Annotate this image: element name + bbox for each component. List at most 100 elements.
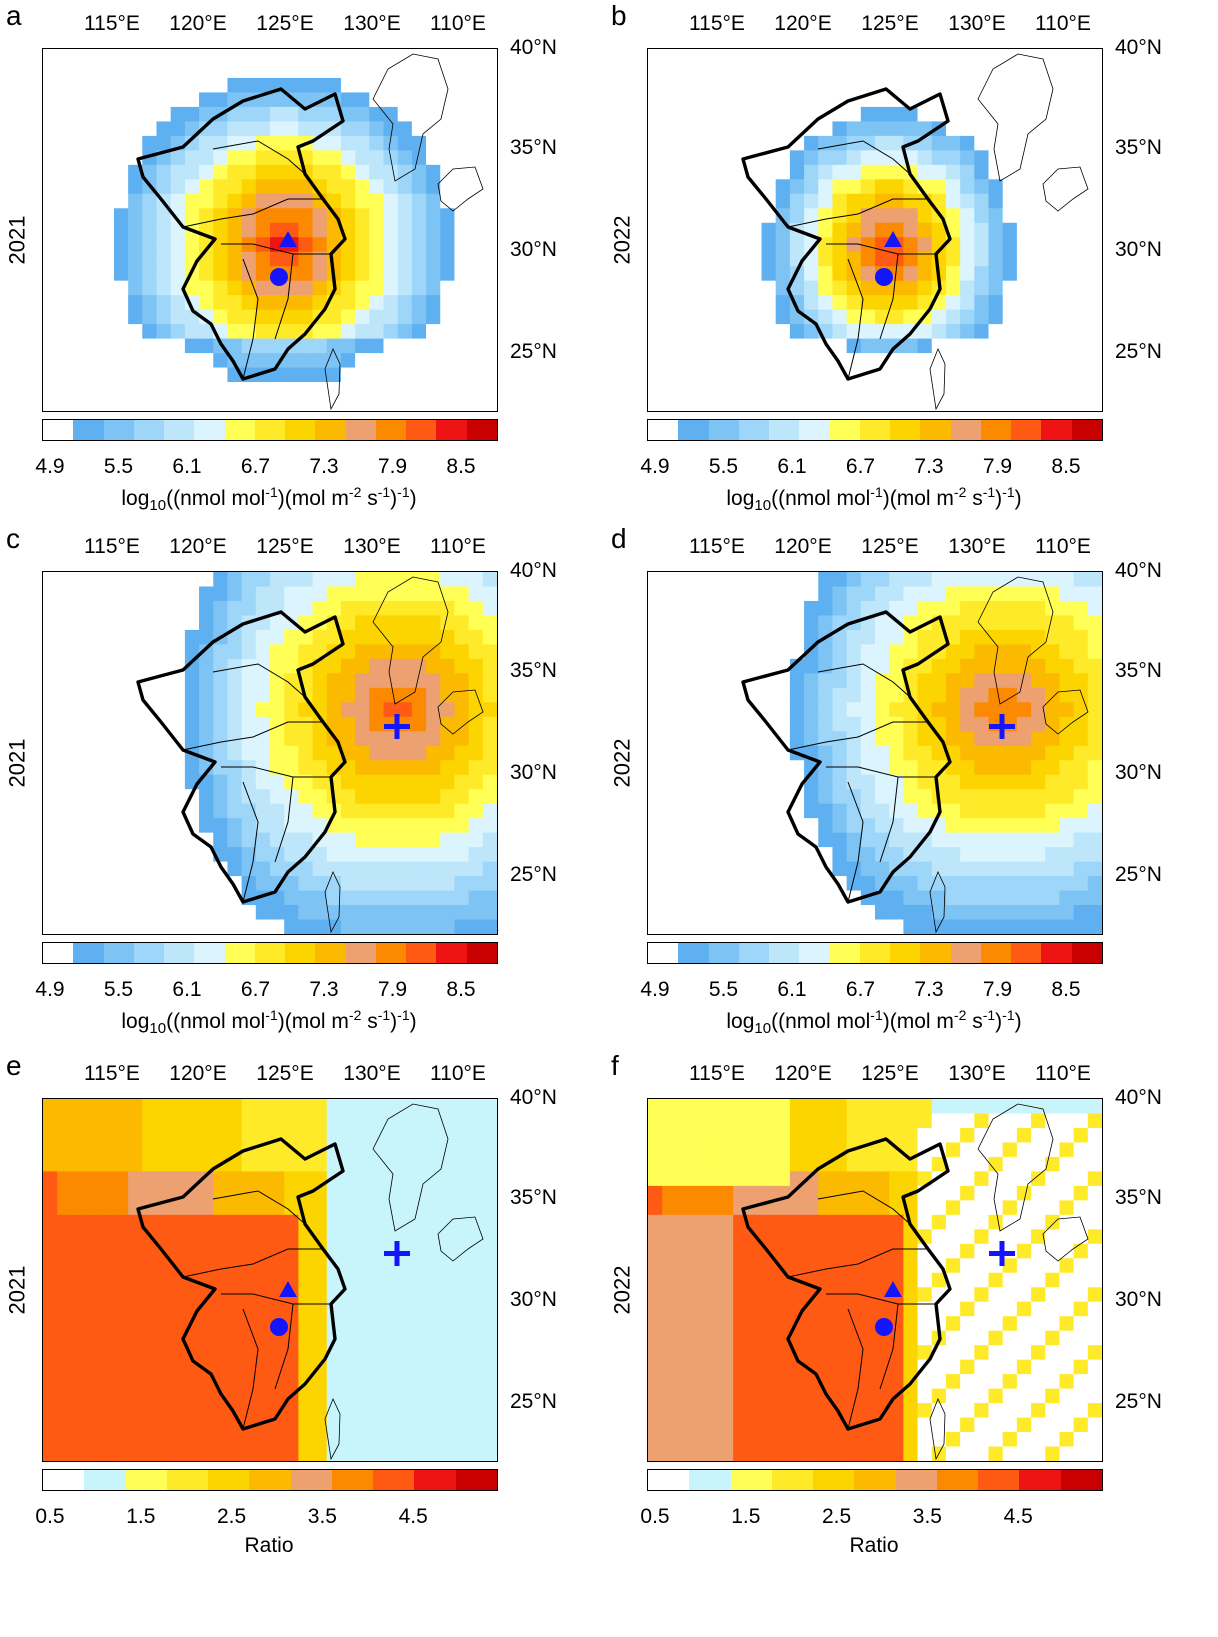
grid-cell (142, 803, 158, 819)
grid-cell (128, 890, 143, 906)
grid-cell (818, 687, 834, 703)
grid-cell (733, 644, 748, 660)
grid-cell (411, 731, 427, 747)
grid-cell (184, 1403, 200, 1419)
grid-cell (128, 1229, 143, 1245)
grid-cell (99, 1229, 115, 1245)
grid-cell (99, 847, 115, 863)
grid-cell (733, 832, 748, 848)
grid-cell (468, 629, 484, 645)
grid-cell (142, 1432, 158, 1448)
grid-cell (1059, 135, 1075, 151)
grid-cell (1059, 150, 1075, 166)
grid-cell (775, 382, 791, 398)
grid-cell (326, 745, 342, 761)
grid-cell (411, 1214, 427, 1230)
grid-cell (440, 1374, 456, 1390)
grid-cell (426, 832, 441, 848)
grid-cell (270, 382, 285, 398)
grid-cell (775, 251, 791, 267)
grid-cell (213, 1417, 229, 1433)
grid-cell (312, 861, 328, 877)
grid-cell (255, 774, 271, 790)
province-boundary (212, 1190, 306, 1225)
grid-cell (85, 1243, 101, 1259)
grid-cell (761, 1316, 777, 1332)
grid-cell (733, 222, 748, 238)
grid-cell (99, 193, 115, 209)
grid-cell (1002, 237, 1018, 253)
grid-cell (988, 774, 1004, 790)
grid-cell (676, 106, 692, 122)
grid-cell (298, 629, 314, 645)
grid-cell (199, 832, 214, 848)
grid-cell (1087, 789, 1102, 805)
grid-cell (426, 1099, 441, 1115)
grid-cell (988, 1417, 1004, 1433)
grid-cell (340, 832, 356, 848)
grid-cell (761, 121, 777, 137)
grid-cell (312, 600, 328, 617)
grid-cell (846, 1200, 862, 1216)
grid-cell (340, 77, 356, 94)
grid-cell (213, 1127, 229, 1144)
grid-cell (440, 890, 456, 906)
grid-cell (440, 1127, 456, 1144)
grid-cell (71, 1374, 87, 1390)
grid-cell (761, 106, 777, 122)
grid-cell (775, 876, 791, 892)
grid-cell (1002, 49, 1018, 65)
grid-cell (889, 1127, 904, 1144)
grid-cell (128, 295, 143, 311)
grid-cell (718, 1330, 734, 1346)
grid-cell (369, 1272, 385, 1288)
grid-cell (889, 193, 904, 209)
grid-cell (482, 1388, 497, 1404)
grid-cell (775, 760, 791, 776)
grid-cell (213, 382, 229, 398)
grid-cell (974, 1171, 990, 1187)
grid-cell (170, 1258, 186, 1274)
grid-cell (931, 1229, 947, 1245)
grid-cell (71, 1330, 87, 1346)
grid-cell (889, 179, 904, 195)
grid-cell (99, 1185, 115, 1201)
grid-cell (1031, 237, 1046, 253)
grid-cell (397, 63, 413, 79)
grid-cell (426, 266, 441, 282)
grid-cell (662, 1229, 677, 1245)
grid-cell (960, 1214, 975, 1230)
grid-cell (482, 1229, 497, 1245)
grid-cell (690, 266, 706, 282)
grid-cell (917, 1330, 933, 1346)
grid-cell (270, 1301, 285, 1317)
grid-cell (270, 1099, 285, 1115)
grid-cell (454, 629, 470, 645)
grid-cell (974, 1272, 990, 1288)
grid-cell (1002, 905, 1018, 921)
grid-cell (662, 673, 677, 689)
grid-cell (917, 266, 933, 282)
grid-cell (355, 1127, 370, 1144)
grid-cell (988, 251, 1004, 267)
grid-cell (326, 77, 342, 94)
grid-cell (255, 295, 271, 311)
grid-cell (917, 818, 933, 834)
grid-cell (676, 1243, 692, 1259)
grid-cell (648, 1301, 663, 1317)
grid-cell (789, 77, 805, 94)
grid-cell (676, 1287, 692, 1303)
grid-cell (43, 600, 58, 617)
grid-cell (761, 572, 777, 588)
grid-cell (1087, 1345, 1102, 1361)
grid-cell (860, 1301, 876, 1317)
grid-cell (1016, 309, 1032, 325)
grid-cell (676, 774, 692, 790)
grid-cell (468, 324, 484, 340)
grid-cell (1031, 789, 1046, 805)
grid-cell (411, 600, 427, 617)
grid-cell (255, 658, 271, 674)
map-panel-e: e 2021 115°E 120°E 125°E 130°E 110°E 40°N 35°N 30… (0, 1050, 609, 1595)
grid-cell (312, 745, 328, 761)
grid-cell (99, 1099, 115, 1115)
